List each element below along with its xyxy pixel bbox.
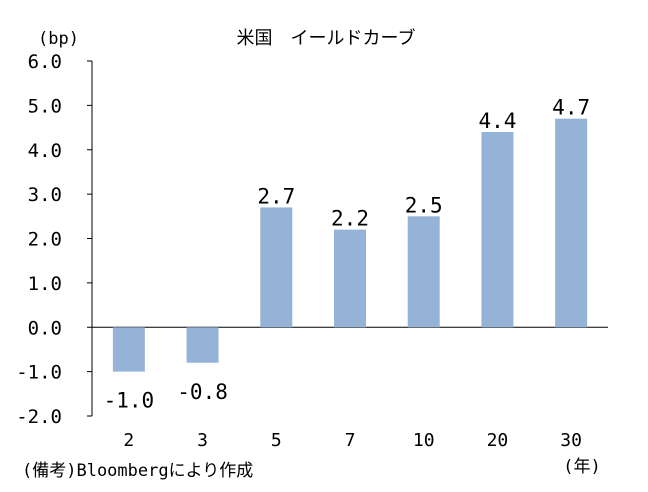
data-label: 4.4 xyxy=(478,109,516,133)
x-axis-unit: (年) xyxy=(563,457,600,477)
bar xyxy=(334,229,366,328)
data-label: -1.0 xyxy=(104,389,155,413)
chart-title: 米国 イールドカーブ xyxy=(237,27,416,49)
data-label: -0.8 xyxy=(177,380,228,404)
data-label: 2.5 xyxy=(405,193,443,217)
bar xyxy=(481,132,514,328)
y-tick-label: -1.0 xyxy=(16,362,62,384)
y-tick-label: 0.0 xyxy=(28,317,62,339)
x-category-label: 7 xyxy=(345,430,356,451)
y-axis-unit: (bp) xyxy=(38,29,79,49)
y-tick-label: 6.0 xyxy=(28,51,62,73)
bar xyxy=(112,327,145,372)
x-category-label: 2 xyxy=(123,430,134,451)
bars xyxy=(112,118,588,372)
x-category-label: 10 xyxy=(413,430,435,451)
y-axis: 6.0 5.0 4.0 3.0 2.0 1.0 0.0 -1.0 -2.0 xyxy=(16,51,92,428)
y-tick-label: 2.0 xyxy=(28,229,62,251)
y-tick-label: 4.0 xyxy=(28,140,62,162)
source-note: (備考)Bloombergにより作成 xyxy=(22,461,253,481)
x-category-label: 30 xyxy=(560,430,582,451)
x-category-label: 3 xyxy=(197,430,208,451)
bar xyxy=(186,327,219,363)
bar xyxy=(407,216,440,328)
bar xyxy=(555,118,588,328)
x-category-label: 20 xyxy=(487,430,509,451)
bar xyxy=(260,207,293,328)
data-label: 4.7 xyxy=(552,96,590,120)
y-tick-label: 3.0 xyxy=(28,184,62,206)
data-labels: -1.0 -0.8 2.7 2.2 2.5 4.4 4.7 xyxy=(104,96,591,413)
data-label: 2.2 xyxy=(331,207,369,231)
y-tick-label: 1.0 xyxy=(28,273,62,295)
x-category-label: 5 xyxy=(271,430,282,451)
y-tick-label: -2.0 xyxy=(16,406,62,428)
x-axis-categories: 2 3 5 7 10 20 30 xyxy=(123,430,582,451)
y-tick-label: 5.0 xyxy=(28,95,62,117)
data-label: 2.7 xyxy=(257,184,295,208)
